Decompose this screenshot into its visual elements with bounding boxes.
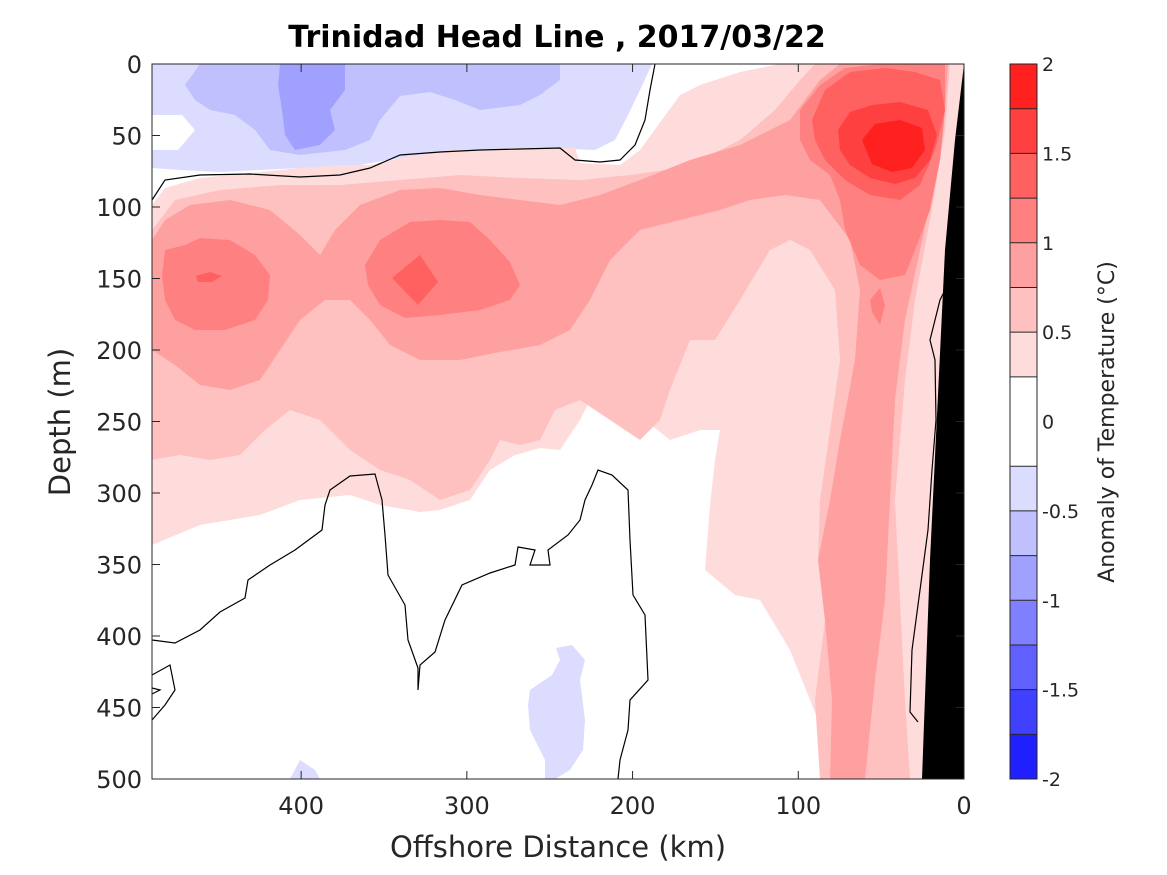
colorbar-tick-label: 0.5 [1042,322,1072,344]
contour-fill-nearsurface-gap [152,115,195,150]
contour-fill-warm-1.0-coreB [365,220,520,318]
colorbar-swatch [1010,466,1037,511]
x-axis-ticks: 400 300 200 100 0 [278,64,972,820]
zero-contour-deep-west [152,469,649,779]
contour-fill-warm-1.25-coreB [392,255,438,305]
y-tick-label: 50 [111,123,142,151]
chart-title: Trinidad Head Line , 2017/03/22 [288,20,825,55]
y-tick-label: 150 [96,266,142,294]
colorbar-swatch [1010,510,1037,556]
axes: 400 300 200 100 0 0 50 100 150 200 250 300 350 400 45… [96,51,971,820]
zero-contour-corner [152,687,162,695]
y-tick-label: 300 [96,480,142,508]
colorbar-tick-label: 1 [1042,233,1054,255]
colorbar-swatch [1010,555,1037,601]
colorbar-swatch [1010,64,1037,109]
zero-contour-nearshore [909,269,956,723]
x-tick-label: 200 [610,792,656,820]
y-axis-label: Depth (m) [43,348,77,496]
colorbar-tick-label: -1 [1042,590,1061,612]
y-tick-label: 100 [96,194,142,222]
colorbar-swatch [1010,332,1037,377]
colorbar-swatch [1010,153,1037,199]
y-tick-label: 450 [96,695,142,723]
zero-contour-surface [152,64,656,201]
zero-contour-lines [152,64,956,779]
colorbar-tick-label: -1.5 [1042,680,1079,702]
y-tick-label: 350 [96,552,142,580]
y-axis-ticks: 0 50 100 150 200 250 300 350 400 450 500 [96,51,964,794]
colorbar-tick-label: -0.5 [1042,501,1079,523]
colorbar-tick-label: -2 [1042,769,1061,791]
contour-fill-warm-1.25-coreA [196,272,222,282]
colorbar-swatch [1010,198,1037,243]
colorbar-tick-label: 2 [1042,54,1054,76]
colorbar-swatches [1010,63,1037,780]
y-tick-label: 0 [127,51,142,79]
colorbar-swatch [1010,734,1037,779]
x-tick-label: 0 [956,792,971,820]
y-tick-label: 200 [96,337,142,365]
contour-fill-warm-1.0-small [870,288,885,325]
x-axis-label: Offshore Distance (km) [390,830,726,864]
colorbar-swatch [1010,644,1037,690]
x-tick-label: 400 [278,792,324,820]
contour-fill-warm-1.75-nearshore [862,120,925,172]
x-tick-label: 100 [775,792,821,820]
y-tick-label: 500 [96,766,142,794]
colorbar-label: Anomaly of Temperature (°C) [1095,261,1120,583]
colorbar-swatch [1010,108,1037,154]
colorbar-frame [1009,63,1038,780]
colorbar-swatch [1010,287,1037,333]
x-tick-label: 300 [444,792,490,820]
zero-contour-small-loop [152,664,176,721]
contour-fill-bottom-cold-patch [290,760,320,779]
colorbar-tick-label: 0 [1042,412,1054,434]
colorbar-swatch [1010,600,1037,645]
contour-fill-surface-cold-strong [278,64,345,150]
colorbar-swatch [1010,376,1037,467]
seafloor-bathymetry [922,64,964,779]
contour-fill-warm-0.75 [152,64,948,779]
colorbar: 2 1.5 1 0.5 0 -0.5 -1 -1.5 -2 Anomaly of Tempera… [1009,54,1120,791]
y-tick-label: 400 [96,623,142,651]
colorbar-swatch [1010,689,1037,735]
contour-fill-deep-cold-patch [528,645,585,779]
colorbar-ticks: 2 1.5 1 0.5 0 -0.5 -1 -1.5 -2 [1042,54,1079,791]
contour-fill-warm-0.75-small [628,192,640,210]
colorbar-tick-label: 1.5 [1042,143,1072,165]
colorbar-swatch [1010,242,1037,288]
contour-plot-area [152,64,964,779]
contour-fill-warm-1.0-coreA [162,238,270,330]
y-tick-label: 250 [96,409,142,437]
